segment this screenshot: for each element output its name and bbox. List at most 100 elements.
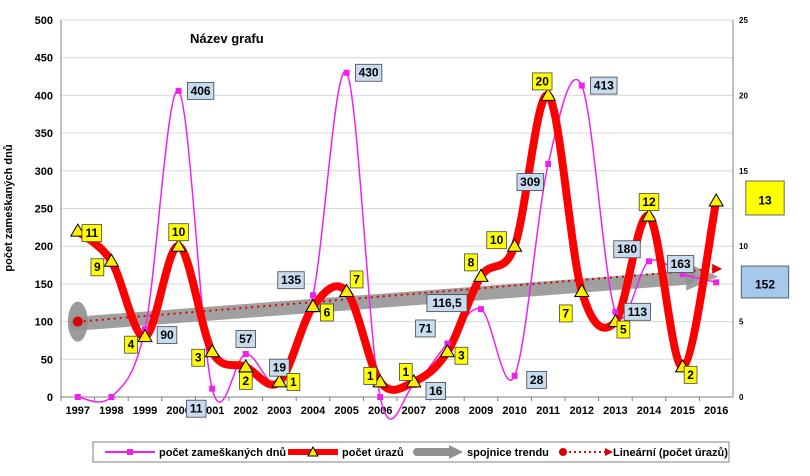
svg-text:16: 16	[429, 384, 443, 398]
x-tick-label: 2013	[603, 405, 627, 417]
days-data-label: 413	[590, 76, 618, 95]
linear-trend-arrow	[712, 263, 723, 274]
injuries-data-label: 2	[238, 371, 253, 390]
legend-item: Lineární (počet úrazů)	[559, 447, 728, 459]
y-axis-title: počet zameškaných dnů	[3, 144, 15, 271]
y-tick-label: 400	[35, 90, 53, 102]
x-tick-label: 1997	[66, 405, 90, 417]
svg-text:3: 3	[195, 351, 202, 365]
x-tick-label: 2003	[267, 405, 291, 417]
x-tick-label: 2014	[637, 405, 662, 417]
days-data-label: 430	[354, 63, 383, 82]
x-tick-label: 2010	[502, 405, 526, 417]
days-marker	[612, 308, 619, 315]
data-markers	[69, 69, 725, 400]
days-data-label: 57	[235, 330, 257, 348]
injuries-data-label: 2	[683, 365, 698, 384]
injuries-marker	[204, 343, 221, 358]
svg-text:11: 11	[85, 226, 98, 240]
days-marker	[679, 271, 686, 278]
x-tick-label: 2009	[469, 405, 493, 417]
days-marker	[377, 394, 384, 400]
injuries-data-label: 3	[191, 348, 206, 367]
svg-text:1: 1	[367, 369, 374, 383]
days-marker	[343, 69, 350, 76]
days-data-label: 19	[269, 358, 290, 377]
svg-text:20: 20	[536, 74, 550, 88]
svg-text:19: 19	[273, 361, 287, 375]
injuries-marker	[473, 268, 489, 282]
data-series	[73, 71, 721, 420]
svg-text:5: 5	[620, 323, 627, 337]
svg-text:413: 413	[594, 79, 614, 93]
x-tick-label: 2004	[301, 405, 326, 417]
y-tick-label: 450	[35, 53, 53, 65]
injuries-data-label: 7	[349, 270, 364, 289]
injuries-marker	[405, 373, 422, 388]
days-marker	[646, 258, 652, 265]
svg-text:8: 8	[468, 255, 475, 269]
injuries-data-label: 3	[454, 346, 469, 365]
injuries-data-label: 10	[486, 231, 507, 250]
x-tick-label: 1998	[99, 405, 123, 417]
trend-line-grey	[70, 270, 696, 331]
injuries-data-label: 4	[124, 335, 138, 354]
injuries-marker	[439, 343, 456, 358]
y-tick-label: 200	[35, 241, 53, 253]
svg-text:113: 113	[628, 305, 648, 319]
legend: počet zameškaných dnů počet úrazů spojnice…	[92, 441, 730, 463]
y-tick-label: 350	[35, 128, 53, 140]
injuries-marker	[641, 208, 657, 222]
x-tick-label: 2006	[368, 405, 392, 417]
injuries-data-label: 13	[745, 180, 785, 216]
injuries-data-label: 1	[363, 367, 378, 385]
injuries-marker	[338, 283, 355, 297]
y2-tick-label: 25	[739, 16, 748, 25]
svg-text:90: 90	[160, 328, 174, 342]
injuries-marker	[271, 373, 288, 388]
days-marker	[444, 340, 451, 347]
svg-text:28: 28	[530, 373, 544, 387]
injuries-marker	[573, 283, 590, 297]
injuries-data-label: 1	[286, 373, 301, 391]
days-marker	[74, 394, 81, 400]
injuries-data-label: 12	[638, 193, 660, 211]
svg-text:počet úrazů: počet úrazů	[342, 447, 404, 459]
svg-text:152: 152	[755, 277, 775, 291]
y-tick-label: 500	[35, 15, 53, 27]
days-data-label: 11	[185, 399, 207, 418]
days-marker	[578, 82, 585, 89]
x-tick-label: 2016	[704, 405, 728, 417]
svg-text:12: 12	[642, 195, 656, 209]
days-marker	[209, 385, 216, 392]
days-marker	[175, 87, 182, 94]
injuries-marker	[103, 253, 120, 267]
axes: 0501001502002503003504004505000510152025…	[35, 15, 749, 417]
x-tick-label: 2007	[402, 405, 426, 417]
injuries-marker	[540, 87, 557, 101]
svg-text:71: 71	[419, 321, 433, 335]
svg-text:počet zameškaných dnů: počet zameškaných dnů	[159, 447, 286, 459]
days-data-label: 90	[156, 326, 178, 345]
days-marker	[478, 306, 484, 313]
days-data-label: 135	[277, 271, 305, 290]
svg-text:10: 10	[490, 233, 504, 247]
injuries-data-label: 8	[464, 253, 478, 272]
x-tick-label: 1999	[133, 405, 157, 417]
injuries-data-label: 7	[558, 304, 573, 323]
y-tick-label: 150	[35, 279, 53, 291]
days-data-label: 406	[186, 81, 215, 100]
y2-tick-label: 5	[739, 318, 744, 327]
svg-text:1: 1	[290, 375, 297, 389]
x-tick-label: 2005	[334, 405, 358, 417]
y-tick-label: 0	[47, 392, 53, 404]
legend-item: počet zameškaných dnů	[105, 447, 286, 459]
days-marker	[310, 292, 316, 299]
y2-tick-label: 0	[739, 393, 744, 402]
days-marker	[242, 351, 249, 358]
days-data-label: 116,5	[426, 294, 468, 313]
svg-text:116,5: 116,5	[432, 296, 462, 310]
svg-text:10: 10	[172, 225, 186, 239]
svg-text:11: 11	[190, 402, 203, 416]
days-data-label: 309	[516, 173, 544, 191]
